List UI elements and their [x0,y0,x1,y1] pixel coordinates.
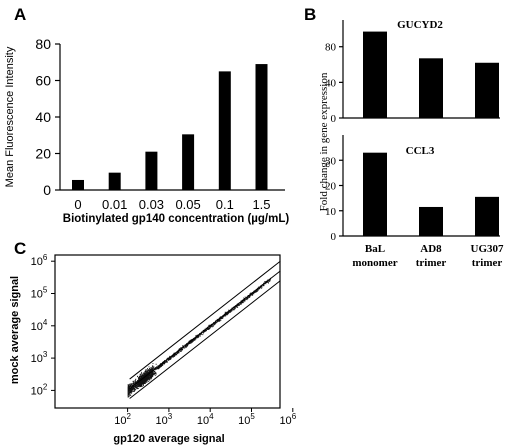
panel-c-y-tick-label: 105 [31,286,48,301]
panel-a-x-tick-label: 0 [74,197,81,212]
panel-c-point-cloud [127,277,271,398]
panel-c-x-tick-label: 105 [238,412,255,427]
panel-b-x-tick-label: monomer [352,257,397,269]
panel-b-x-tick-label: trimer [416,257,447,269]
panel-c-x-tick-exponent: 5 [250,412,255,421]
panel-a-y-tick-label: 80 [35,36,51,52]
panel-b-bar [363,152,387,236]
panel-b-y-axis-label: Fold change in gene expression [318,72,330,211]
panel-c-y-tick-exponent: 4 [43,318,48,327]
panel-c-x-tick-label: 102 [114,412,131,427]
panel-b-bar [419,206,443,236]
panel-c-y-tick-label: 104 [31,318,48,333]
panel-c-y-tick-base: 10 [31,385,43,397]
panel-b-x-tick-label: trimer [472,257,503,269]
panel-c-x-tick-base: 10 [197,415,209,427]
panel-a-x-axis-label: Biotinylated gp140 concentration (µg/mL) [63,213,290,225]
panel-b-y-tick-label: 10 [325,206,337,218]
panel-a-x-tick-label: 0.01 [102,197,127,212]
panel-c-x-tick-base: 10 [279,415,291,427]
panel-b: B Fold change in gene expression GUCYD2 … [304,5,504,269]
panel-b-x-tick-label: BaL [365,243,385,255]
panel-c-x-tick-base: 10 [238,415,250,427]
panel-a-bar [255,64,268,190]
panel-a-y-tick-label: 20 [35,146,51,162]
panel-b-label: B [304,5,316,24]
panel-b-y-tick-label: 0 [331,231,337,243]
panel-c-x-axis-label: gp120 average signal [113,433,224,445]
panel-a-bar [72,179,84,190]
panel-a-y-tick-label: 0 [43,182,51,198]
panel-c-x-tick-label: 106 [279,412,296,427]
panel-b-x-tick-label: UG307 [471,243,505,255]
panel-b-y-tick-label: 0 [331,113,337,125]
panel-c-line-lower [129,280,281,399]
panel-c-y-tick-exponent: 3 [43,350,48,359]
panel-a: A 0 20 40 60 80 0 0.01 0.03 0.05 0.1 1.5 Mean Flu… [4,5,289,225]
panel-c-y-axis-label: mock average signal [9,276,21,384]
panel-c-label: C [14,239,26,258]
panel-a-x-tick-label: 0.03 [139,197,164,212]
panel-a-bar [108,172,121,190]
panel-a-bar [218,71,231,190]
panel-c-x-tick-label: 103 [156,412,173,427]
panel-c-x-tick-base: 10 [156,415,168,427]
panel-c-y-tick-exponent: 5 [43,286,48,295]
panel-b-bar [419,58,443,118]
panel-c-x-tick-base: 10 [114,415,126,427]
panel-c-x-tick-exponent: 4 [209,412,214,421]
panel-c-y-tick-base: 10 [31,289,43,301]
panel-a-bar [145,151,158,190]
panel-b-bar [363,31,387,118]
panel-c-y-tick-label: 106 [31,253,48,268]
panel-c-line-identity [129,270,281,390]
panel-a-x-tick-label: 0.05 [175,197,200,212]
panel-c-plot-frame [54,254,281,409]
panel-b-y-tick-label: 80 [325,42,337,54]
panel-c-y-tick-base: 10 [31,353,43,365]
panel-c-y-tick-label: 103 [31,350,48,365]
panel-a-x-tick-label: 1.5 [252,197,270,212]
panel-b-y-tick-label: 20 [325,181,337,193]
panel-a-y-axis-label: Mean Fluorescence Intensity [4,46,16,187]
panel-c-line-upper [129,260,281,380]
panel-b-bottom-title: CCL3 [406,145,435,157]
panel-c-y-tick-label: 102 [31,382,48,397]
panel-a-x-tick-label: 0.1 [216,197,234,212]
panel-c-x-tick-exponent: 6 [292,412,297,421]
panel-c-x-tick-label: 104 [197,412,214,427]
panel-b-y-tick-label: 40 [325,77,337,89]
panel-c-y-tick-base: 10 [31,256,43,268]
panel-b-top-title: GUCYD2 [397,19,443,31]
panel-a-bar [182,134,195,190]
panel-a-y-tick-label: 60 [35,73,51,89]
panel-b-bar [475,62,499,118]
panel-c-y-tick-exponent: 6 [43,253,48,262]
panel-a-label: A [14,5,26,24]
panel-c-x-tick-exponent: 2 [126,412,131,421]
panel-c-y-tick-exponent: 2 [43,382,48,391]
panel-c-y-tick-base: 10 [31,321,43,333]
panel-b-y-tick-label: 30 [325,155,337,167]
panel-c-scatter-points [127,277,271,398]
panel-a-y-tick-label: 40 [35,109,51,125]
panel-b-x-tick-label: AD8 [420,243,442,255]
panel-c-x-tick-exponent: 3 [168,412,173,421]
panel-b-bar [475,196,499,236]
